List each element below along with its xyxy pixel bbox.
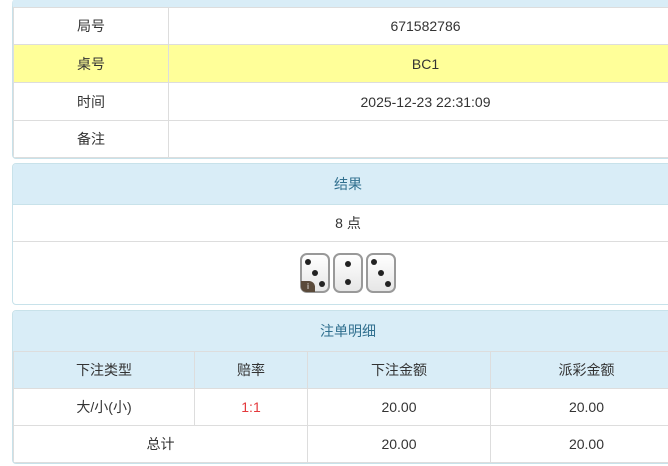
pip <box>345 279 351 285</box>
col-bet-type: 下注类型 <box>13 351 195 389</box>
result-panel: 结果 8 点 i <box>12 163 668 305</box>
info-row-table: 桌号 BC1 <box>13 44 668 83</box>
round-number: 671582786 <box>168 7 668 45</box>
pip <box>319 280 326 287</box>
pip <box>378 270 384 276</box>
column-headers: 下注类型 赔率 下注金额 派彩金额 <box>13 351 668 389</box>
payout: 20.00 <box>490 388 668 426</box>
die-3 <box>366 253 396 293</box>
odds: 1:1 <box>194 388 308 426</box>
die-3: i <box>300 253 330 293</box>
pip <box>385 280 392 287</box>
round-info-panel: 局号 671582786 桌号 BC1 时间 2025-12-23 22:31:09 … <box>12 0 668 159</box>
col-odds: 赔率 <box>194 351 308 389</box>
bet-detail-title: 注单明细 <box>13 311 668 351</box>
total-amount: 20.00 <box>307 425 491 463</box>
result-points: 8 点 <box>13 205 668 242</box>
col-bet-amount: 下注金额 <box>307 351 491 389</box>
bet-amount: 20.00 <box>307 388 491 426</box>
info-row-time: 时间 2025-12-23 22:31:09 <box>13 82 668 121</box>
dice-group: i <box>13 242 668 304</box>
die-2 <box>333 253 363 293</box>
pip <box>304 259 311 266</box>
pip <box>312 270 318 276</box>
label: 时间 <box>13 82 169 121</box>
col-payout: 派彩金额 <box>490 351 668 389</box>
time-value: 2025-12-23 22:31:09 <box>168 82 668 121</box>
remark-value <box>168 120 668 158</box>
pip <box>370 259 377 266</box>
bet-type: 大/小(小) <box>13 388 195 426</box>
info-icon[interactable]: i <box>301 281 315 292</box>
result-title: 结果 <box>13 164 668 205</box>
total-label: 总计 <box>13 425 308 463</box>
total-payout: 20.00 <box>490 425 668 463</box>
label: 局号 <box>13 7 169 45</box>
table-row: 大/小(小) 1:1 20.00 20.00 <box>13 388 668 426</box>
total-row: 总计 20.00 20.00 <box>13 425 668 463</box>
label: 桌号 <box>13 44 169 83</box>
table-number: BC1 <box>168 44 668 83</box>
label: 备注 <box>13 120 169 158</box>
info-row-round: 局号 671582786 <box>13 7 668 45</box>
bet-detail-panel: 注单明细 下注类型 赔率 下注金额 派彩金额 大/小(小) 1:1 20.00 … <box>12 310 668 464</box>
info-row-remark: 备注 <box>13 120 668 158</box>
pip <box>345 261 351 267</box>
